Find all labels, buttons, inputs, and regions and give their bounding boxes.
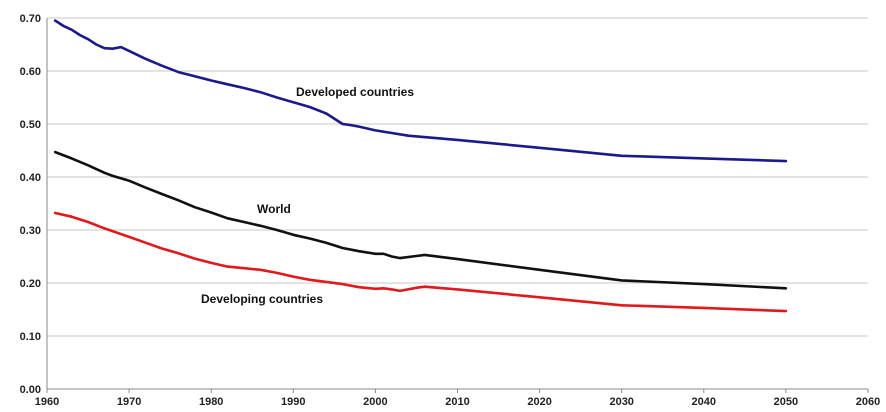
y-tick-label: 0.70 bbox=[20, 13, 41, 25]
x-tick-label: 2040 bbox=[692, 396, 716, 408]
x-tick-label: 1970 bbox=[117, 396, 141, 408]
x-tick-label: 2030 bbox=[609, 396, 633, 408]
x-tick-label: 2020 bbox=[527, 396, 551, 408]
x-tick-label: 1960 bbox=[35, 396, 59, 408]
y-tick-label: 0.10 bbox=[20, 331, 41, 343]
series-lines bbox=[53, 19, 788, 313]
x-tick-label: 2010 bbox=[445, 396, 469, 408]
y-tick-label: 0.50 bbox=[20, 119, 41, 131]
axes bbox=[46, 18, 869, 393]
series-label-developed: Developed countries bbox=[296, 85, 414, 99]
y-tick-label: 0.20 bbox=[20, 278, 41, 290]
x-tick-label: 1990 bbox=[281, 396, 305, 408]
series-label-world: World bbox=[257, 202, 291, 216]
tick-labels: 0.00 0.10 0.20 0.30 0.40 0.50 0.60 0.70 1960 1970… bbox=[20, 13, 881, 408]
series-line-developed bbox=[53, 19, 788, 163]
y-tick-label: 0.40 bbox=[20, 172, 41, 184]
series-line-developing bbox=[53, 211, 788, 313]
x-tick-label: 1980 bbox=[199, 396, 223, 408]
grid-lines bbox=[47, 17, 868, 337]
y-tick-label: 0.00 bbox=[20, 384, 41, 396]
x-tick-label: 2060 bbox=[856, 396, 880, 408]
x-tick-label: 2000 bbox=[363, 396, 387, 408]
series-label-developing: Developing countries bbox=[201, 292, 323, 306]
y-tick-label: 0.60 bbox=[20, 66, 41, 78]
series-line-world bbox=[53, 150, 788, 290]
y-tick-label: 0.30 bbox=[20, 225, 41, 237]
x-tick-label: 2050 bbox=[774, 396, 798, 408]
